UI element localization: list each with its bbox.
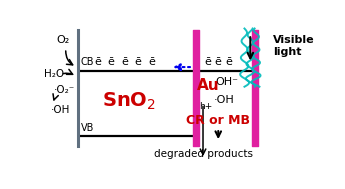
- Text: ē: ē: [215, 57, 222, 67]
- Text: ·OH: ·OH: [51, 105, 70, 115]
- Text: H₂O: H₂O: [45, 69, 65, 79]
- Text: ·O₂⁻: ·O₂⁻: [54, 85, 75, 95]
- Text: ē: ē: [135, 57, 141, 67]
- Text: O₂: O₂: [57, 35, 70, 45]
- Text: Visible
light: Visible light: [273, 35, 315, 57]
- Text: VB: VB: [81, 122, 94, 132]
- Text: ē: ē: [204, 57, 211, 67]
- Text: ē: ē: [148, 57, 155, 67]
- Text: degraded products: degraded products: [154, 149, 253, 159]
- Text: Au: Au: [197, 78, 219, 94]
- Text: ·OH: ·OH: [214, 95, 235, 105]
- Text: SnO$_2$: SnO$_2$: [102, 91, 156, 112]
- Text: ē: ē: [121, 57, 128, 67]
- Text: CB: CB: [81, 57, 94, 67]
- Text: h+: h+: [199, 102, 212, 111]
- Text: ē: ē: [108, 57, 115, 67]
- Text: ē: ē: [95, 57, 101, 67]
- Text: CR or MB: CR or MB: [186, 114, 250, 127]
- Text: OH⁻: OH⁻: [215, 77, 238, 87]
- Text: ē: ē: [226, 57, 233, 67]
